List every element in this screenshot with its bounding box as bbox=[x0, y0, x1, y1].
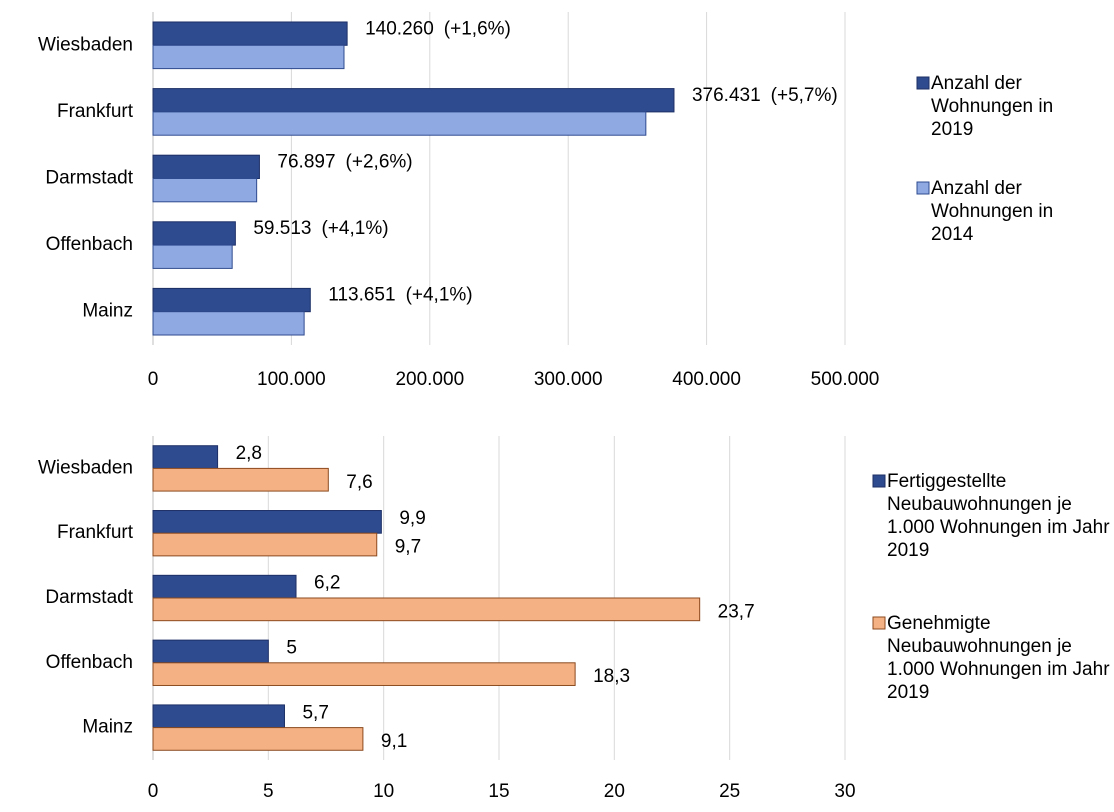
change-label: (+4,1%) bbox=[406, 285, 473, 306]
legend-label: Anzahl der Wohnungen in 2014 bbox=[931, 178, 1054, 245]
y-tick-label: Mainz bbox=[82, 717, 133, 738]
legend-marker bbox=[872, 616, 886, 630]
data-label: 9,7 bbox=[395, 537, 421, 558]
x-tick-label: 10 bbox=[373, 781, 394, 802]
x-tick-label: 5 bbox=[263, 781, 274, 802]
x-tick-label: 500.000 bbox=[811, 369, 880, 390]
legend-entry: Anzahl der Wohnungen in 2014 bbox=[931, 178, 1054, 245]
bar bbox=[152, 111, 647, 136]
bar bbox=[152, 532, 378, 557]
bar bbox=[152, 154, 260, 180]
x-tick-label: 30 bbox=[834, 781, 855, 802]
data-label: 6,2 bbox=[314, 573, 340, 594]
x-tick-label: 0 bbox=[148, 781, 159, 802]
bar bbox=[152, 445, 219, 469]
data-label: 7,6 bbox=[346, 472, 372, 493]
y-tick-label: Offenbach bbox=[46, 652, 133, 673]
bar bbox=[152, 662, 576, 686]
x-tick-label: 100.000 bbox=[257, 369, 326, 390]
bar bbox=[152, 287, 311, 313]
x-tick-label: 200.000 bbox=[395, 369, 464, 390]
y-tick-label: Offenbach bbox=[46, 234, 133, 255]
data-label: 76.897 bbox=[277, 152, 335, 173]
legend-label: Anzahl der Wohnungen in 2019 bbox=[931, 73, 1054, 140]
change-label: (+1,6%) bbox=[444, 18, 511, 39]
data-label: 5 bbox=[286, 637, 297, 658]
data-label: 18,3 bbox=[593, 666, 630, 687]
y-tick-label: Darmstadt bbox=[45, 587, 133, 608]
x-tick-label: 20 bbox=[604, 781, 625, 802]
change-label: (+2,6%) bbox=[346, 152, 413, 173]
y-tick-label: Wiesbaden bbox=[38, 457, 133, 478]
x-tick-label: 25 bbox=[719, 781, 740, 802]
y-tick-label: Darmstadt bbox=[45, 168, 133, 189]
bar bbox=[152, 21, 348, 46]
x-tick-label: 400.000 bbox=[672, 369, 741, 390]
bar bbox=[152, 88, 675, 113]
legend-entry: Anzahl der Wohnungen in 2019 bbox=[931, 73, 1054, 140]
y-tick-label: Wiesbaden bbox=[38, 34, 133, 55]
bar bbox=[152, 221, 236, 246]
change-label: (+5,7%) bbox=[771, 85, 838, 106]
x-tick-label: 15 bbox=[488, 781, 509, 802]
bar bbox=[152, 597, 701, 622]
x-tick-label: 300.000 bbox=[534, 369, 603, 390]
legend-entry: Genehmigte Neubauwohnungen je 1.000 Wohn… bbox=[887, 613, 1110, 703]
change-label: (+4,1%) bbox=[321, 218, 388, 239]
legend-marker bbox=[916, 76, 930, 90]
y-tick-label: Frankfurt bbox=[57, 522, 134, 543]
data-label: 9,9 bbox=[399, 508, 425, 529]
data-label: 9,1 bbox=[381, 731, 407, 752]
data-label: 23,7 bbox=[718, 601, 755, 622]
legend-label: Fertiggestellte Neubauwohnungen je 1.000… bbox=[887, 471, 1110, 561]
x-tick-label: 0 bbox=[148, 369, 159, 390]
bar bbox=[152, 244, 233, 269]
bar bbox=[152, 44, 345, 70]
bar bbox=[152, 510, 382, 534]
bar bbox=[152, 467, 329, 492]
data-label: 113.651 bbox=[328, 285, 395, 306]
bar bbox=[152, 639, 269, 664]
data-label: 376.431 bbox=[692, 85, 761, 106]
data-label: 140.260 bbox=[365, 18, 434, 39]
y-tick-label: Frankfurt bbox=[57, 101, 134, 122]
bar bbox=[152, 574, 297, 599]
legend-marker bbox=[872, 474, 886, 488]
y-tick-label: Mainz bbox=[82, 301, 133, 322]
legend-label: Genehmigte Neubauwohnungen je 1.000 Wohn… bbox=[887, 613, 1110, 703]
bar bbox=[152, 704, 285, 729]
legend-entry: Fertiggestellte Neubauwohnungen je 1.000… bbox=[887, 471, 1110, 561]
data-label: 59.513 bbox=[253, 218, 311, 239]
legend-marker bbox=[916, 181, 930, 195]
data-label: 5,7 bbox=[302, 702, 328, 723]
data-label: 2,8 bbox=[236, 443, 262, 464]
bar bbox=[152, 311, 305, 336]
bar bbox=[152, 727, 364, 751]
bar bbox=[152, 178, 258, 203]
